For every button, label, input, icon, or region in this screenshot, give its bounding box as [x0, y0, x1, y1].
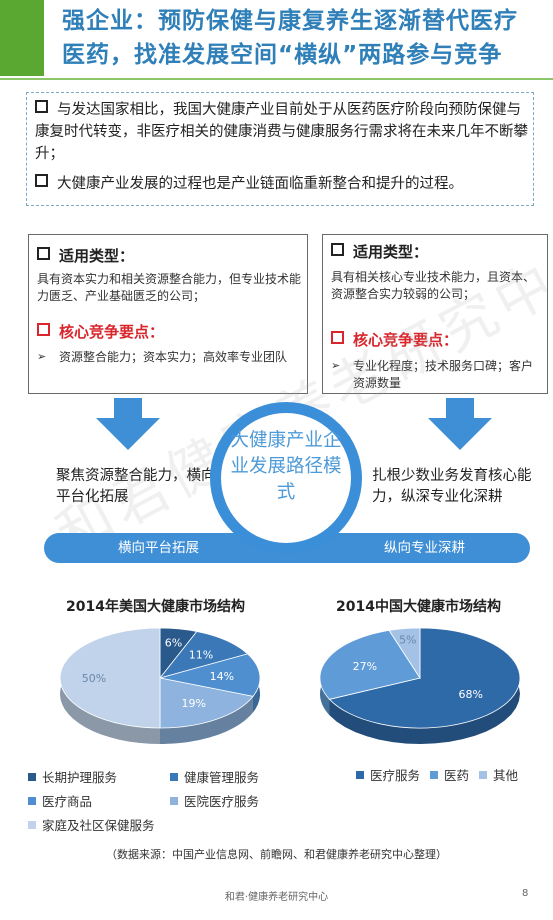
intro-bullet-2: 大健康产业发展的过程也是产业链面临重新整合和提升的过程。	[35, 173, 531, 195]
pie-slice	[158, 631, 249, 679]
us-legend-label-2: 健康管理服务	[184, 770, 260, 785]
pie-slice	[159, 677, 254, 729]
us-legend-label-3: 医疗商品	[42, 794, 93, 809]
right-down-arrow-icon	[428, 398, 492, 450]
us-legend-item-2: 健康管理服务	[170, 767, 259, 786]
pie-slice	[159, 653, 261, 697]
page-title-line-1: 强企业：预防保健与康复养生逐渐替代医疗	[62, 8, 518, 34]
cn-legend-label-2: 医药	[444, 768, 470, 783]
pie-slice-label: 19%	[181, 697, 205, 710]
bullet-square-icon	[331, 243, 344, 256]
right-strategy-text: 扎根少数业务发育核心能力，纵深专业化深耕	[372, 468, 532, 505]
legend-swatch	[430, 771, 438, 779]
cn-legend-label-1: 医疗服务	[370, 768, 421, 783]
legend-swatch	[170, 773, 178, 781]
legend-swatch	[28, 821, 36, 829]
left-type-title: 适用类型：	[59, 247, 135, 265]
us-legend-item-4: 医院医疗服务	[170, 791, 259, 810]
page-number: 8	[522, 888, 529, 899]
right-type-box: 适用类型： 具有相关核心专业技术能力，且资本、资源整合实力较弱的公司； 核心竞争…	[322, 234, 548, 394]
intro-bullet-2-text: 大健康产业发展的过程也是产业链面临重新整合和提升的过程。	[57, 176, 463, 192]
us-legend-label-1: 长期护理服务	[42, 770, 118, 785]
legend-swatch	[28, 773, 36, 781]
us-legend-label-5: 家庭及社区保健服务	[42, 818, 155, 833]
left-strategy-text: 聚焦资源整合能力，横向平台化拓展	[56, 468, 216, 505]
pie-slice	[388, 627, 421, 680]
pie-slice-label: 14%	[210, 670, 234, 683]
arrow-bullet-icon: ➢	[37, 350, 47, 363]
header-divider	[0, 78, 553, 80]
bullet-square-icon	[35, 100, 48, 113]
pie-slice-label: 6%	[165, 637, 182, 650]
bullet-square-icon	[331, 331, 344, 344]
intro-box: 与发达国家相比，我国大健康产业目前处于从医药医疗阶段向预防保健与康复时代转变，非…	[26, 92, 534, 206]
right-type-text: 具有相关核心专业技术能力，且资本、资源整合实力较弱的公司；	[331, 270, 536, 301]
cn-legend: 医疗服务 医药 其他	[356, 765, 518, 784]
us-pie-chart: 6% 11% 14% 19% 50%	[59, 627, 261, 744]
cn-chart-title: 2014中国大健康市场结构	[336, 599, 501, 615]
pie-slice-label: 68%	[458, 688, 482, 701]
us-chart-title: 2014年美国大健康市场结构	[66, 599, 245, 615]
center-circle-text: 大健康产业企业发展路径模式	[230, 430, 342, 503]
us-legend-item-3: 医疗商品	[28, 791, 92, 810]
pie-slice-label: 50%	[82, 672, 106, 685]
pie-slice	[319, 629, 421, 700]
page-title-line-2: 医药，找准发展空间“横纵”两路参与竞争	[62, 42, 503, 68]
legend-swatch	[170, 797, 178, 805]
us-legend-item-1: 长期护理服务	[28, 767, 117, 786]
pie-slice-label: 5%	[399, 634, 416, 647]
cn-pie-chart: 68% 27% 5%	[319, 627, 521, 744]
band-right-label: 纵向专业深耕	[384, 540, 465, 556]
cn-legend-label-3: 其他	[493, 768, 519, 783]
pie-slice	[59, 627, 161, 729]
footer-org: 和君·健康养老研究中心	[224, 892, 329, 903]
pie-slice	[328, 627, 521, 729]
right-core-text: 专业化程度；技术服务口碑；客户资源数量	[353, 359, 534, 390]
left-core-title: 核心竞争要点：	[59, 323, 165, 341]
us-legend-item-5: 家庭及社区保健服务	[28, 815, 155, 834]
pie-slice-label: 27%	[353, 660, 377, 673]
intro-bullet-1: 与发达国家相比，我国大健康产业目前处于从医药医疗阶段向预防保健与康复时代转变，非…	[35, 99, 531, 165]
left-type-heading: 适用类型：	[37, 245, 134, 266]
arrow-bullet-icon: ➢	[331, 359, 341, 372]
bullet-square-icon	[35, 174, 48, 187]
legend-swatch	[356, 771, 364, 779]
page-title: 强企业：预防保健与康复养生逐渐替代医疗 医药，找准发展空间“横纵”两路参与竞争	[62, 4, 553, 72]
legend-swatch	[28, 797, 36, 805]
us-legend-label-4: 医院医疗服务	[184, 794, 260, 809]
pie-slice-label: 11%	[189, 649, 213, 662]
band-left-label: 横向平台拓展	[118, 540, 199, 556]
header-accent-bar	[0, 0, 44, 76]
bullet-square-icon	[37, 247, 50, 260]
right-type-title: 适用类型：	[353, 243, 429, 261]
left-type-text: 具有资本实力和相关资源整合能力，但专业技术能力匮乏、产业基础匮乏的公司；	[37, 272, 302, 303]
left-type-box: 适用类型： 具有资本实力和相关资源整合能力，但专业技术能力匮乏、产业基础匮乏的公…	[28, 234, 308, 394]
legend-swatch	[479, 771, 487, 779]
left-down-arrow-icon	[96, 398, 160, 450]
center-circle	[210, 402, 362, 554]
right-core-heading: 核心竞争要点：	[331, 329, 458, 350]
right-type-heading: 适用类型：	[331, 241, 428, 262]
source-note: （数据来源：中国产业信息网、前瞻网、和君健康养老研究中心整理）	[106, 848, 447, 861]
left-core-text: 资源整合能力；资本实力；高效率专业团队	[59, 350, 288, 364]
bullet-square-icon	[37, 323, 50, 336]
left-core-heading: 核心竞争要点：	[37, 321, 164, 342]
right-core-title: 核心竞争要点：	[353, 331, 459, 349]
intro-bullet-1-text: 与发达国家相比，我国大健康产业目前处于从医药医疗阶段向预防保健与康复时代转变，非…	[35, 102, 528, 162]
pie-slice-side	[160, 696, 253, 744]
